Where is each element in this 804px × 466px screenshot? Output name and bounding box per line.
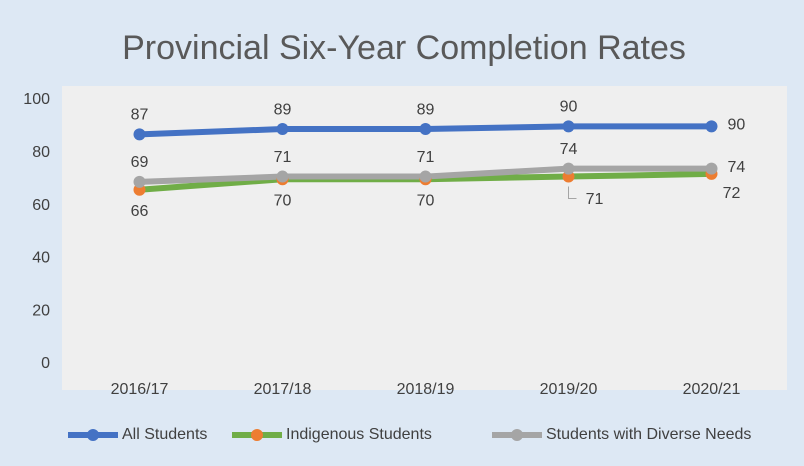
data-label: 74 <box>560 141 578 158</box>
point-marker <box>419 170 432 183</box>
plot-area <box>62 86 787 390</box>
x-tick-label: 2020/21 <box>683 381 741 398</box>
legend-marker <box>87 429 99 441</box>
legend-label: Students with Diverse Needs <box>546 426 751 443</box>
chart-title: Provincial Six-Year Completion Rates <box>122 29 686 67</box>
y-tick-label: 20 <box>32 302 50 319</box>
data-label: 74 <box>728 159 746 176</box>
y-tick-label: 0 <box>41 355 50 372</box>
data-label: 72 <box>723 185 741 202</box>
legend-marker <box>251 429 263 441</box>
data-label: 69 <box>131 154 149 171</box>
data-label: 71 <box>274 149 292 166</box>
y-tick-label: 40 <box>32 250 50 267</box>
point-marker <box>705 162 718 175</box>
data-label: 90 <box>560 99 578 116</box>
data-label: 70 <box>417 192 435 209</box>
data-label: 71 <box>417 149 435 166</box>
point-marker <box>133 128 146 141</box>
point-marker <box>562 162 575 175</box>
point-marker <box>276 123 289 136</box>
data-label: 89 <box>417 101 435 118</box>
point-marker <box>276 170 289 183</box>
data-label: 66 <box>131 203 149 220</box>
legend-label: Indigenous Students <box>286 426 432 443</box>
point-marker <box>419 123 432 136</box>
y-tick-label: 80 <box>32 144 50 161</box>
x-tick-label: 2018/19 <box>397 381 455 398</box>
y-tick-label: 60 <box>32 197 50 214</box>
leader-line <box>568 186 577 200</box>
data-label: 71 <box>586 191 604 208</box>
point-marker <box>705 120 718 133</box>
x-tick-label: 2019/20 <box>540 381 598 398</box>
data-label: 87 <box>131 107 149 124</box>
y-tick-label: 100 <box>23 91 50 108</box>
point-marker <box>133 175 146 188</box>
data-label: 70 <box>274 192 292 209</box>
legend-label: All Students <box>122 426 207 443</box>
data-label: 89 <box>274 101 292 118</box>
legend-marker <box>511 429 523 441</box>
x-tick-label: 2016/17 <box>111 381 169 398</box>
x-tick-label: 2017/18 <box>254 381 312 398</box>
point-marker <box>562 120 575 133</box>
data-label: 90 <box>728 117 746 134</box>
